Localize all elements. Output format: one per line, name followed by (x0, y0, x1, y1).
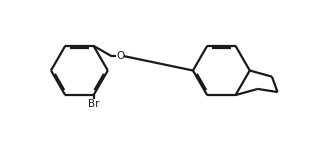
Text: O: O (116, 51, 124, 61)
Text: Br: Br (88, 99, 99, 109)
